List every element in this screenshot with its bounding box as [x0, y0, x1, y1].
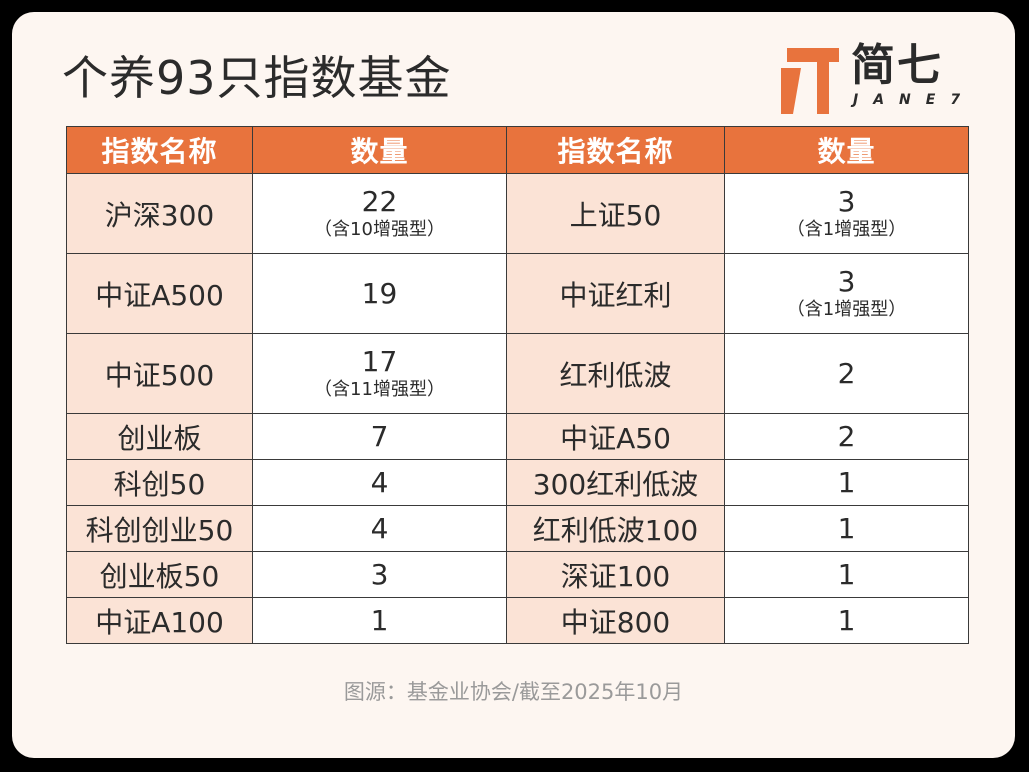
- index-name-cell: 中证A100: [66, 597, 253, 644]
- table-row: 中证500 17 （含11增强型） 红利低波 2: [66, 333, 969, 414]
- count-value: 4: [370, 465, 389, 499]
- count-value: 1: [370, 603, 389, 637]
- enhanced-note: （含1增强型）: [786, 298, 907, 320]
- index-name-cell: 上证50: [506, 173, 725, 254]
- count-value: 1: [837, 465, 856, 499]
- table-row: 中证A500 19 中证红利 3 （含1增强型）: [66, 253, 969, 334]
- index-name-cell: 中证500: [66, 333, 253, 414]
- count-cell: 4: [252, 459, 507, 506]
- logo-text-en: JANE7: [853, 92, 976, 108]
- count-value: 7: [370, 419, 389, 453]
- index-name-cell: 中证A500: [66, 253, 253, 334]
- enhanced-note: （含1增强型）: [786, 218, 907, 240]
- source-note: 图源：基金业协会/截至2025年10月: [343, 680, 684, 704]
- count-cell: 3: [252, 551, 507, 598]
- index-name-cell: 中证A50: [506, 413, 725, 460]
- index-name-cell: 300红利低波: [506, 459, 725, 506]
- index-name-cell: 创业板50: [66, 551, 253, 598]
- count-cell: 1: [724, 551, 969, 598]
- count-cell: 2: [724, 333, 969, 414]
- count-cell: 19: [252, 253, 507, 334]
- table-row: 科创50 4 300红利低波 1: [66, 459, 969, 506]
- page-title: 个养93只指数基金: [62, 51, 452, 105]
- enhanced-note: （含10增强型）: [314, 218, 445, 240]
- count-cell: 3 （含1增强型）: [724, 253, 969, 334]
- index-name-cell: 科创50: [66, 459, 253, 506]
- count-value: 3: [837, 264, 856, 298]
- header-index-name: 指数名称: [66, 126, 253, 174]
- count-cell: 2: [724, 413, 969, 460]
- count-cell: 7: [252, 413, 507, 460]
- logo-text-cn: 简七: [851, 40, 943, 91]
- brand-logo: 简七 JANE7: [777, 34, 987, 124]
- index-name-cell: 创业板: [66, 413, 253, 460]
- count-value: 2: [837, 419, 856, 453]
- table-row: 科创创业50 4 红利低波100 1: [66, 505, 969, 552]
- table-row: 创业板50 3 深证100 1: [66, 551, 969, 598]
- header-index-name: 指数名称: [506, 126, 725, 174]
- logo-mark-icon: [781, 48, 839, 114]
- header-count: 数量: [252, 126, 507, 174]
- count-value: 3: [370, 557, 389, 591]
- count-cell: 22 （含10增强型）: [252, 173, 507, 254]
- index-name-cell: 中证红利: [506, 253, 725, 334]
- index-name-cell: 红利低波: [506, 333, 725, 414]
- enhanced-note: （含11增强型）: [314, 378, 445, 400]
- count-cell: 3 （含1增强型）: [724, 173, 969, 254]
- infographic-card: 个养93只指数基金 简七 JANE7 指数名称 数量 指数名称 数量 沪深300…: [12, 12, 1015, 758]
- count-cell: 1: [724, 597, 969, 644]
- count-value: 3: [837, 184, 856, 218]
- count-value: 4: [370, 511, 389, 545]
- count-cell: 4: [252, 505, 507, 552]
- count-value: 2: [837, 356, 856, 390]
- count-value: 1: [837, 511, 856, 545]
- index-name-cell: 红利低波100: [506, 505, 725, 552]
- header-count: 数量: [724, 126, 969, 174]
- count-cell: 1: [252, 597, 507, 644]
- index-name-cell: 深证100: [506, 551, 725, 598]
- count-cell: 17 （含11增强型）: [252, 333, 507, 414]
- count-value: 1: [837, 557, 856, 591]
- index-name-cell: 沪深300: [66, 173, 253, 254]
- table-row: 中证A100 1 中证800 1: [66, 597, 969, 644]
- index-fund-table: 指数名称 数量 指数名称 数量 沪深300 22 （含10增强型） 上证50 3 （含1增…: [66, 126, 969, 644]
- count-value: 19: [361, 276, 398, 310]
- count-value: 1: [837, 603, 856, 637]
- index-name-cell: 科创创业50: [66, 505, 253, 552]
- table-row: 创业板 7 中证A50 2: [66, 413, 969, 460]
- count-value: 17: [361, 344, 398, 378]
- table-header-row: 指数名称 数量 指数名称 数量: [66, 126, 969, 174]
- count-cell: 1: [724, 505, 969, 552]
- index-name-cell: 中证800: [506, 597, 725, 644]
- count-cell: 1: [724, 459, 969, 506]
- count-value: 22: [361, 184, 398, 218]
- table-row: 沪深300 22 （含10增强型） 上证50 3 （含1增强型）: [66, 173, 969, 254]
